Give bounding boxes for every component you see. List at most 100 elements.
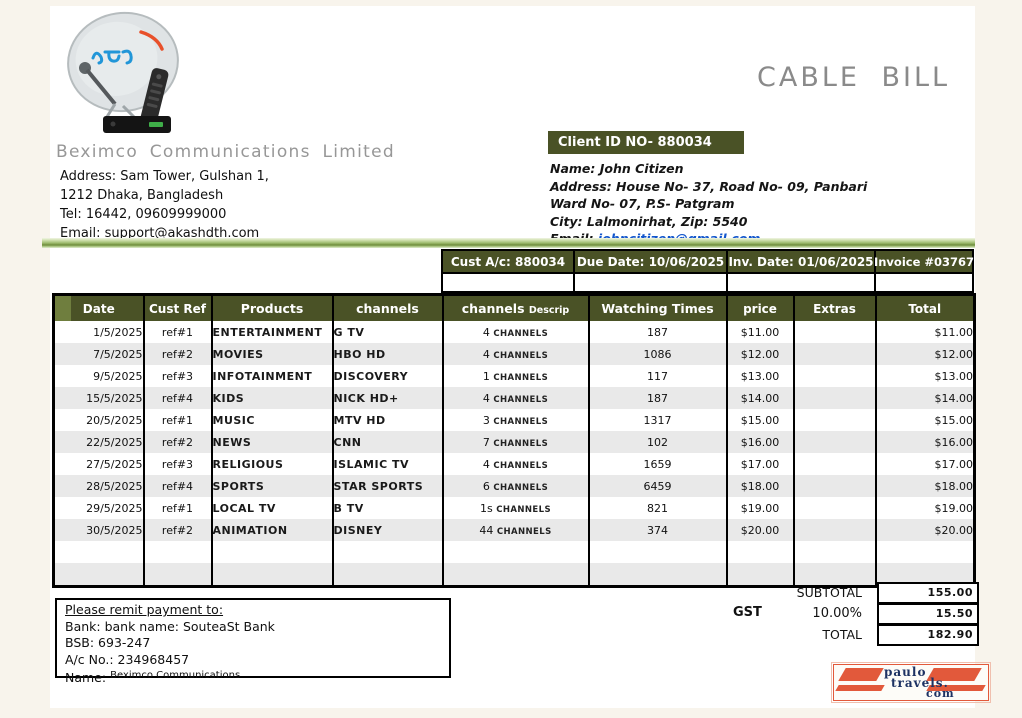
channels-unit: CHANNELS [496, 526, 552, 537]
cell-channels-descrip: 44 CHANNELS [441, 519, 590, 541]
cell-channels-descrip: 4 CHANNELS [441, 387, 590, 409]
cell-total: $13.00 [874, 365, 976, 387]
client-city: City: Lalmonirhat, Zip: 5540 [550, 213, 748, 229]
cust-ac-cell: Cust A/c: 880034 [443, 251, 573, 272]
payee-name-line: Name: Beximco Communications [65, 668, 441, 687]
cell-product [210, 563, 334, 587]
cell-product [210, 541, 334, 563]
company-address-block: Address: Sam Tower, Gulshan 1, 1212 Dhak… [60, 167, 269, 243]
cell-cust-ref: ref#3 [142, 365, 213, 387]
cell-product: MOVIES [210, 343, 334, 365]
total-value-box: 182.90 [877, 624, 979, 646]
logo-shape-left-bottom [835, 685, 885, 691]
satellite-dish-image [67, 11, 179, 133]
cell-product: MUSIC [210, 409, 334, 431]
cell-channels-descrip: 4 CHANNELS [441, 321, 590, 343]
channels-count: 4 [482, 391, 494, 405]
cell-cust-ref: ref#2 [142, 519, 213, 541]
channels-unit: CHANNELS [493, 438, 549, 449]
cell-date: 7/5/2025 [52, 343, 145, 365]
cell-watching-times: 1317 [587, 409, 728, 431]
cell-channels-descrip [441, 563, 590, 587]
cell-product: SPORTS [210, 475, 334, 497]
channels-count: 1s [480, 501, 497, 515]
cell-extras [792, 343, 877, 365]
cell-price: $19.00 [725, 497, 795, 519]
cell-channels-descrip [441, 541, 590, 563]
cell-product: ENTERTAINMENT [210, 321, 334, 343]
bill-rows: 1/5/2025 ref#1 ENTERTAINMENT G TV 4 CHAN… [52, 321, 976, 587]
cell-channels-descrip: 4 CHANNELS [441, 343, 590, 365]
cell-watching-times: 1659 [587, 453, 728, 475]
cell-extras [792, 497, 877, 519]
due-date-blank [575, 274, 726, 291]
cust-ac-blank [443, 274, 573, 291]
cell-total: $14.00 [874, 387, 976, 409]
cell-cust-ref: ref#1 [142, 409, 213, 431]
table-row: 7/5/2025 ref#2 MOVIES HBO HD 4 CHANNELS … [52, 343, 976, 365]
client-address: Address: House No- 37, Road No- 09, Panb… [550, 178, 868, 194]
subtotal-value-box: 155.00 [877, 582, 979, 604]
cell-total: $16.00 [874, 431, 976, 453]
cell-price: $15.00 [725, 409, 795, 431]
bank-line: Bank: bank name: SouteaSt Bank [65, 618, 275, 634]
green-divider-bar [42, 238, 975, 248]
invoice-number-cell: Invoice #03767 [874, 251, 974, 272]
table-row: 29/5/2025 ref#1 LOCAL TV B TV 1s CHANNEL… [52, 497, 976, 519]
total-label: TOTAL [822, 627, 862, 642]
cell-product: ANIMATION [210, 519, 334, 541]
channels-count: 4 [482, 347, 494, 361]
logo-word-travels: travels. [891, 676, 949, 690]
cell-extras [792, 453, 877, 475]
cell-watching-times: 187 [587, 321, 728, 343]
cell-date [52, 541, 145, 563]
channels-unit: CHANNELS [493, 394, 549, 405]
cell-total: $11.00 [874, 321, 976, 343]
client-info-block: Name: John Citizen Address: House No- 37… [550, 160, 867, 248]
channels-unit: CHANNELS [496, 504, 551, 515]
payee-name-label: Name: [65, 670, 107, 685]
cell-watching-times: 117 [587, 365, 728, 387]
channels-unit: CHANNELS [493, 372, 549, 383]
cell-date: 29/5/2025 [52, 497, 145, 519]
cell-channel [331, 541, 444, 563]
cell-extras [792, 365, 877, 387]
channels-count: 6 [482, 479, 494, 493]
cell-extras [792, 475, 877, 497]
cell-channel: G TV [331, 321, 444, 343]
cell-channel: B TV [331, 497, 444, 519]
cell-extras [792, 563, 877, 587]
cell-price: $20.00 [725, 519, 795, 541]
table-row: 1/5/2025 ref#1 ENTERTAINMENT G TV 4 CHAN… [52, 321, 976, 343]
dish-swoosh [139, 30, 164, 51]
channels-count: 3 [482, 413, 494, 427]
client-ward: Ward No- 07, P.S- Patgram [550, 196, 735, 211]
header-channels: channels [331, 294, 444, 321]
cell-extras [792, 409, 877, 431]
cell-price [725, 541, 795, 563]
dish-antenna [67, 11, 179, 122]
table-header-row: Date Cust Ref Products channels channels… [52, 294, 976, 321]
cell-product: KIDS [210, 387, 334, 409]
cell-total: $15.00 [874, 409, 976, 431]
cell-channel: ISLAMIC TV [331, 453, 444, 475]
cell-channel: NICK HD+ [331, 387, 444, 409]
logo-word-com: com [926, 687, 955, 700]
cell-cust-ref [142, 563, 213, 587]
cell-watching-times: 821 [587, 497, 728, 519]
gst-value-box: 15.50 [877, 603, 979, 625]
table-row: 22/5/2025 ref#2 NEWS CNN 7 CHANNELS 102 … [52, 431, 976, 453]
cell-total: $18.00 [874, 475, 976, 497]
channels-unit: CHANNELS [493, 328, 549, 339]
inv-date-cell: Inv. Date: 01/06/2025 [728, 251, 874, 272]
header-date: Date [52, 294, 145, 321]
page-title: CABLE BILL [757, 62, 951, 93]
client-name: Name: John Citizen [550, 161, 684, 176]
company-email: Email: support@akashdth.com [60, 226, 260, 241]
header-watching-times: Watching Times [587, 294, 728, 321]
gst-label: GST [733, 605, 762, 620]
cell-price: $12.00 [725, 343, 795, 365]
channels-unit: CHANNELS [493, 482, 549, 493]
cell-product: RELIGIOUS [210, 453, 334, 475]
